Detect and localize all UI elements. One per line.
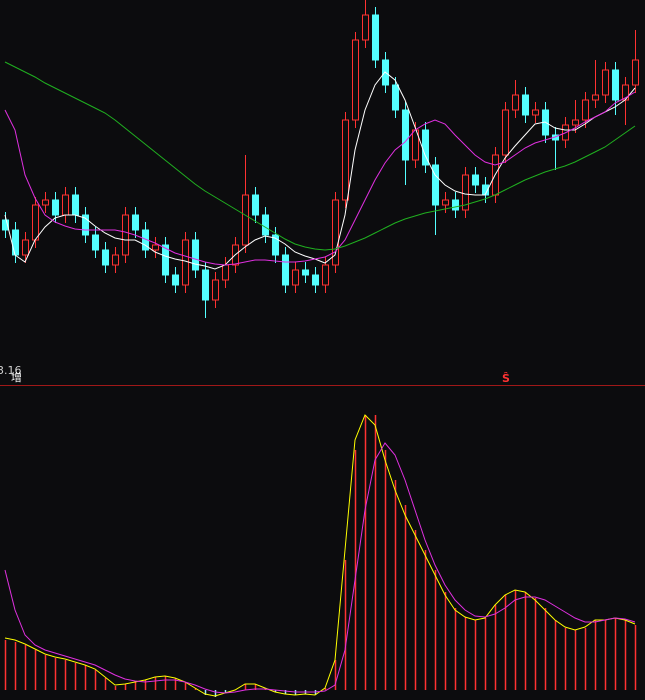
candle-body <box>392 84 399 111</box>
indicator-line <box>4 442 636 694</box>
moving-average-line <box>4 61 636 251</box>
candle-body <box>172 274 179 286</box>
candle-body <box>22 239 29 256</box>
candle-body <box>62 194 69 216</box>
candle-body <box>152 244 159 251</box>
marker-label: 增 <box>11 370 22 384</box>
candle-body <box>402 109 409 161</box>
candle-body <box>282 254 289 286</box>
candle-body <box>342 119 349 201</box>
candle-body <box>102 249 109 266</box>
candle-body <box>302 269 309 276</box>
candle-body <box>502 109 509 156</box>
candle-body <box>292 269 299 286</box>
candle-body <box>592 94 599 101</box>
candle-body <box>122 214 129 256</box>
candle-body <box>192 239 199 271</box>
candle-body <box>242 194 249 246</box>
candle-body <box>12 229 19 256</box>
signal-label: Ŝ <box>502 372 510 385</box>
candle-body <box>452 199 459 211</box>
candle-body <box>42 199 49 206</box>
candle-body <box>462 174 469 211</box>
candle-body <box>162 244 169 276</box>
candle-body <box>32 204 39 241</box>
candle-body <box>442 199 449 206</box>
candle-body <box>212 279 219 301</box>
candle-body <box>322 264 329 286</box>
candle-body <box>222 264 229 281</box>
candle-body <box>372 14 379 61</box>
candle-body <box>632 59 639 86</box>
moving-average-line <box>4 91 636 266</box>
candle-body <box>472 174 479 186</box>
candle-body <box>362 14 369 41</box>
candle-body <box>582 99 589 121</box>
candle-body <box>512 94 519 111</box>
candle-body <box>532 109 539 116</box>
candle-body <box>352 39 359 121</box>
candle-body <box>92 234 99 251</box>
candle-body <box>602 69 609 96</box>
candle-body <box>572 119 579 126</box>
candle-body <box>132 214 139 231</box>
candle-body <box>52 199 59 216</box>
candle-body <box>272 234 279 256</box>
candle-body <box>332 199 339 266</box>
candle-body <box>432 164 439 206</box>
date-label: 3.16 <box>0 364 22 377</box>
candle-body <box>82 214 89 236</box>
candle-body <box>262 214 269 236</box>
candle-body <box>312 274 319 286</box>
candle-body <box>522 94 529 116</box>
candle-body <box>202 269 209 301</box>
candle-body <box>612 69 619 101</box>
candle-body <box>72 194 79 216</box>
candle-body <box>112 254 119 266</box>
candle-body <box>2 219 9 231</box>
candle-body <box>182 239 189 286</box>
candle-body <box>252 194 259 216</box>
moving-average-line <box>4 71 636 270</box>
